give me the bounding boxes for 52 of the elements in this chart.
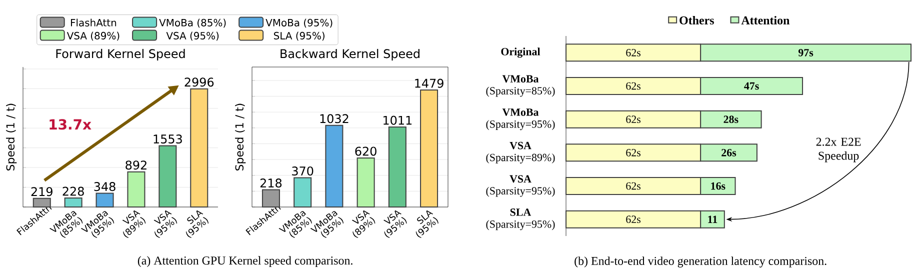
chart-title: Forward Kernel Speed (56, 48, 185, 60)
data-label: 370 (292, 166, 314, 176)
data-label: 62s (626, 216, 640, 224)
data-label: 1553 (154, 134, 182, 144)
data-label: 62s (626, 148, 640, 156)
data-label: 26s (722, 148, 736, 156)
data-label: 620 (355, 146, 376, 156)
data-label: 62s (626, 48, 640, 56)
bar (388, 126, 406, 208)
data-label: 16s (711, 182, 726, 190)
data-label: 219 (31, 187, 52, 196)
legend-label: VSA (89%) (66, 32, 120, 41)
data-label: 228 (62, 186, 84, 196)
data-label: 1011 (384, 116, 412, 125)
annotation: 2.2x E2E Speedup (816, 138, 861, 162)
data-label: 892 (126, 160, 146, 170)
data-label: 28s (724, 116, 738, 124)
y-tick-label: VMoBa (Sparsity=85%) (486, 75, 555, 97)
legend-label: FlashAttn (70, 18, 116, 26)
data-label: 62s (626, 116, 640, 124)
y-axis-title: Speed (1 / t) (6, 104, 17, 170)
bar (356, 157, 375, 208)
data-label: 2996 (184, 78, 214, 87)
legend-label: Others (680, 16, 714, 24)
bar (325, 124, 344, 208)
data-label: 218 (260, 178, 282, 188)
data-label: 47s (744, 82, 759, 90)
data-label: 97s (798, 48, 814, 56)
bar (294, 177, 312, 208)
data-label: 62s (626, 182, 640, 190)
y-tick-label: SLA (Sparsity=95%) (486, 208, 555, 230)
text: (b) End-to-end video generation latency comparison. (574, 256, 826, 268)
text: (a) Attention GPU Kernel speed comparison. (138, 256, 352, 268)
legend-label: SLA (95%) (274, 32, 324, 41)
y-tick-label: Original (501, 48, 540, 58)
bar (420, 90, 438, 208)
y-axis-title: Speed (1 / t) (235, 104, 246, 170)
legend-label: VSA (95%) (166, 32, 219, 41)
chart-title: Backward Kernel Speed (280, 48, 420, 60)
y-tick-label: VMoBa (Sparsity=95%) (486, 108, 555, 130)
annotation: 13.7x (50, 119, 92, 130)
data-label: 1479 (415, 78, 444, 88)
data-label: 348 (94, 182, 116, 192)
data-label: 1032 (320, 114, 348, 124)
legend-label: Attention (741, 16, 790, 24)
legend-label: VMoBa (95%) (266, 18, 332, 28)
y-tick-label: VSA (Sparsity=95%) (486, 175, 555, 197)
data-label: 11 (708, 216, 718, 223)
data-label: 62s (626, 82, 640, 90)
y-tick-label: VSA (Sparsity=89%) (486, 142, 555, 164)
legend-label: VMoBa (85%) (159, 18, 226, 28)
bar (262, 189, 280, 208)
